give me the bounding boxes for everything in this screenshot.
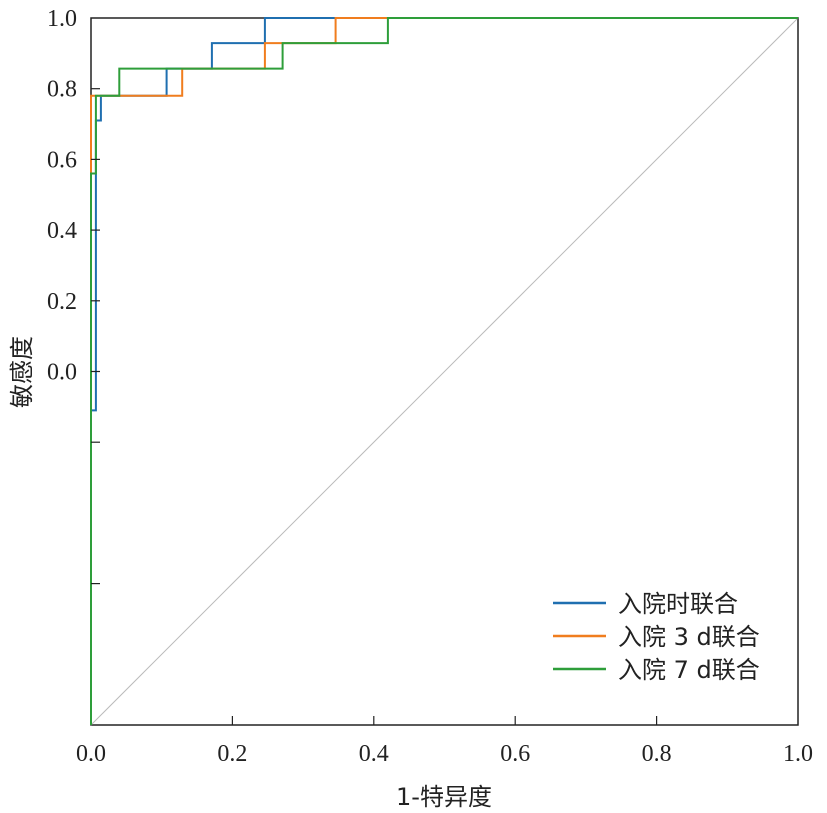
legend-label: 入院时联合 [618, 590, 738, 618]
x-tick-label: 0.8 [642, 741, 672, 767]
series-layer [90, 17, 798, 725]
legend-label: 入院 7 d联合 [618, 656, 760, 684]
ticks-layer: 0.0 0.2 0.4 0.6 0.8 1.0 0.0 0.2 0.4 0.6 0.8 1.0 [47, 6, 813, 767]
x-axis-title: 1-特异度 [396, 783, 492, 811]
x-tick-label: 0.4 [359, 741, 389, 767]
legend-label: 入院 3 d联合 [618, 623, 760, 651]
x-tick-label: 1.0 [783, 741, 813, 767]
x-tick-label: 0.2 [217, 741, 247, 767]
y-axis-title: 敏感度 [8, 336, 36, 408]
y-tick-label: 0.8 [47, 77, 77, 103]
x-tick-label: 0.0 [76, 741, 106, 767]
y-tick-label: 1.0 [47, 6, 77, 32]
y-tick-label: 0.4 [47, 218, 77, 244]
y-tick-label: 0.2 [47, 289, 77, 315]
y-tick-label: 0.0 [47, 360, 77, 386]
reference-diagonal [90, 17, 799, 726]
roc-series-line-3 [90, 17, 798, 725]
x-tick-label: 0.6 [500, 741, 530, 767]
y-tick-label: 0.6 [47, 147, 77, 173]
